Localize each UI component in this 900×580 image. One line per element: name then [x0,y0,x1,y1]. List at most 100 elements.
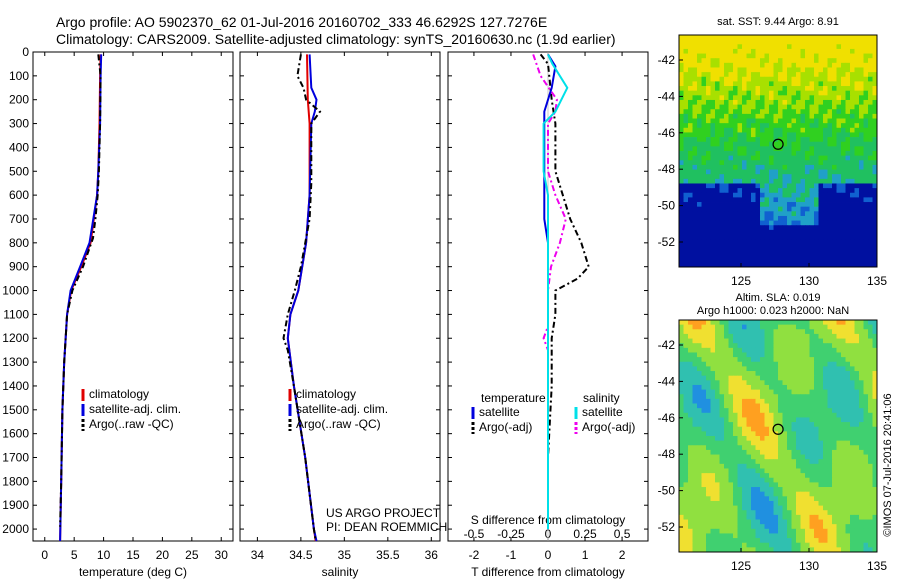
map-cell [679,202,684,208]
map-cell [823,338,828,344]
map-cell [751,62,756,68]
map-cell [836,155,842,161]
map-cell [805,248,810,254]
map-cell [827,417,833,423]
map-cell [796,361,801,367]
map-cell [688,48,693,54]
map-cell [706,67,711,73]
map-cell [697,86,702,92]
map-cell [692,86,698,92]
map-cell [769,436,774,442]
map-cell [728,141,734,147]
map-cell [697,253,702,259]
map-cell [724,123,729,129]
map-cell [787,183,792,189]
map-cell [679,343,684,349]
map-cell [800,67,806,73]
map-cell [724,62,729,68]
map-cell [692,155,698,161]
map-cell [769,519,774,525]
map-cell [737,81,743,87]
map-cell [791,389,797,395]
map-cell [751,58,756,64]
map-cell [863,169,869,175]
map-cell [796,371,801,377]
map-cell [814,398,819,404]
map-cell [863,62,869,68]
map-cell [724,220,729,226]
map-cell [872,398,878,404]
map-cell [715,44,720,50]
map-cell [719,487,725,493]
map-cell [683,225,689,231]
map-cell [706,48,711,54]
map-cell [764,155,770,161]
map-cell [850,141,855,147]
map-cell [823,44,828,50]
map-cell [688,482,693,488]
map-cell [751,220,756,226]
map-cell [832,449,837,455]
map-cell [733,39,738,45]
map-cell [778,361,783,367]
map-cell [787,459,792,465]
map-cell [827,445,833,451]
map-cell [809,48,815,54]
map-cell [773,215,779,221]
map-cell [787,398,792,404]
map-cell [692,178,698,184]
map-cell [764,151,770,157]
map-cell [787,491,792,497]
map-cell [724,35,729,41]
map-cell [688,324,693,330]
map-cell [832,477,837,483]
map-cell [724,118,729,124]
map-cell [706,123,711,129]
map-cell [872,137,878,143]
map-cell [854,113,860,119]
map-cell [854,86,860,92]
map-cell [841,58,846,64]
s-satellite-line [542,53,569,530]
map-cell [701,202,707,208]
map-cell [751,95,756,101]
map-cell [737,220,743,226]
map-cell [832,72,837,78]
map-cell [706,320,711,326]
map-cell [769,234,774,240]
map-cell [778,398,783,404]
map-cell [818,72,824,78]
map-cell [859,76,864,82]
lat-tick-label: -46 [658,411,676,425]
map-cell [764,510,770,516]
map-cell [683,347,689,353]
map-cell [823,72,828,78]
map-cell [764,538,770,544]
map-cell [868,155,873,161]
map-cell [683,542,689,548]
map-cell [809,197,815,203]
map-cell [863,320,869,326]
map-cell [868,449,873,455]
map-cell [863,58,869,64]
map-cell [719,99,725,105]
map-cell [827,389,833,395]
map-cell [805,192,810,198]
map-cell [688,197,693,203]
map-cell [845,454,851,460]
map-cell [733,459,738,465]
map-cell [692,347,698,353]
map-cell [832,48,837,54]
map-cell [692,197,698,203]
map-cell [755,528,761,534]
map-cell [827,239,833,245]
map-cell [872,371,878,377]
legend-label: Argo(..raw -QC) [296,417,381,431]
map-cell [818,169,824,175]
map-cell [751,234,756,240]
map-cell [854,412,860,418]
map-cell [868,538,873,544]
map-cell [841,160,846,166]
map-cell [778,169,783,175]
map-cell [778,123,783,129]
